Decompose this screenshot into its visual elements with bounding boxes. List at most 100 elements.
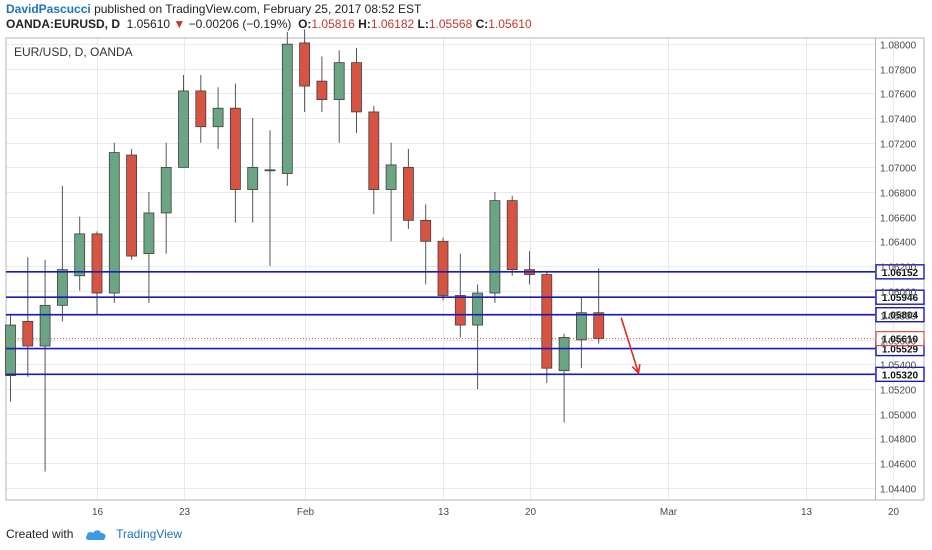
- candle: [454, 253, 466, 338]
- candle: [91, 231, 103, 316]
- candle-body: [489, 200, 501, 294]
- candle-body: [126, 154, 137, 257]
- candle: [264, 130, 276, 266]
- symbol-name: OANDA:EURUSD, D: [6, 17, 120, 31]
- y-tick-label: 1.04400: [880, 485, 917, 496]
- candle: [541, 270, 553, 383]
- x-tick-label: 16: [92, 507, 104, 518]
- candle-body: [247, 166, 259, 190]
- candle-body: [333, 62, 345, 100]
- chart-title: EUR/USD, D, OANDA: [14, 45, 133, 59]
- y-tick-label: 1.05600: [880, 337, 917, 348]
- candle: [489, 192, 501, 303]
- tradingview-cloud-icon: [85, 530, 106, 540]
- author-link[interactable]: DavidPascucci: [6, 2, 91, 16]
- close-label: C:: [475, 17, 489, 31]
- symbol-line: OANDA:EURUSD, D 1.05610 ▼ −0.00206 (−0.1…: [6, 17, 532, 32]
- level-label: 1.05529: [882, 345, 919, 356]
- candle: [368, 105, 380, 215]
- candle-body: [74, 233, 86, 277]
- y-tick-label: 1.06000: [880, 288, 917, 299]
- candle: [5, 315, 16, 402]
- candle: [593, 268, 605, 344]
- candle-body: [558, 336, 570, 372]
- candle: [506, 195, 518, 276]
- candle-body: [437, 240, 449, 296]
- high-label: H:: [358, 17, 371, 31]
- candle: [558, 333, 570, 423]
- candle-body: [22, 320, 34, 347]
- level-label-box: [875, 307, 925, 323]
- y-tick-label: 1.05200: [880, 386, 917, 397]
- chart-grid: [6, 38, 894, 500]
- candle: [299, 29, 311, 112]
- candle: [385, 142, 397, 242]
- candle: [195, 74, 207, 143]
- candle: [39, 259, 51, 472]
- price-axis: 1.04400 1.04600 1.04800 1.05000 1.05200 1.054…: [880, 41, 917, 496]
- candle: [437, 237, 449, 301]
- candle-body: [454, 295, 466, 326]
- y-tick-label: 1.06600: [880, 214, 917, 225]
- y-tick-label: 1.05000: [880, 411, 917, 422]
- level-label-box: [875, 264, 925, 280]
- x-tick-label: 20: [888, 507, 900, 518]
- candle: [229, 83, 241, 223]
- x-tick-label: 20: [525, 507, 537, 518]
- level-label: 1.05320: [882, 370, 919, 381]
- y-tick-label: 1.05400: [880, 361, 917, 372]
- candle: [316, 56, 328, 112]
- candle-body: [91, 233, 103, 294]
- x-tick-label: Feb: [297, 507, 315, 518]
- footer: Created with TradingView: [6, 527, 182, 541]
- plot-border: [5, 37, 925, 501]
- time-axis: 16 23 Feb 13 20 Mar 13 20: [92, 507, 900, 518]
- arrow-head: [631, 364, 641, 375]
- tradingview-brand-link[interactable]: TradingView: [116, 527, 183, 541]
- level-label: 1.05804: [882, 311, 919, 322]
- candle: [247, 118, 259, 223]
- level-label: 1.05946: [882, 293, 919, 304]
- x-tick-label: Mar: [660, 507, 678, 518]
- y-tick-label: 1.07400: [880, 115, 917, 126]
- last-price: 1.05610: [126, 17, 171, 31]
- candle-body: [506, 200, 518, 271]
- chart-header: DavidPascucci published on TradingView.c…: [6, 2, 532, 32]
- candle-body: [160, 166, 172, 214]
- candle: [281, 31, 293, 186]
- candle-body: [212, 107, 224, 128]
- candle: [108, 142, 120, 303]
- publish-info: published on TradingView.com, February 2…: [94, 2, 422, 16]
- y-tick-label: 1.06400: [880, 238, 917, 249]
- candle-body: [385, 164, 397, 190]
- candle-body: [143, 212, 155, 254]
- candle: [143, 192, 155, 303]
- candle-body: [5, 324, 16, 376]
- candle: [333, 50, 345, 143]
- y-tick-label: 1.06200: [880, 263, 917, 274]
- candle-body: [264, 169, 276, 172]
- low-label: L:: [417, 17, 429, 31]
- arrow-shaft: [620, 317, 640, 374]
- level-label: 1.06152: [882, 268, 919, 279]
- candle: [160, 142, 172, 254]
- x-tick-label: 13: [438, 507, 450, 518]
- candle-body: [576, 312, 587, 341]
- candles-layer: [5, 29, 605, 472]
- y-tick-label: 1.05800: [880, 312, 917, 323]
- last-price-label: 1.05610: [882, 335, 919, 346]
- candle: [22, 257, 34, 377]
- candle-body: [368, 111, 380, 190]
- last-price-box: [875, 331, 925, 347]
- candle-body: [420, 219, 432, 242]
- price-chart[interactable]: EUR/USD, D, OANDA 1.061521.059461.058041…: [0, 0, 932, 520]
- candle: [74, 216, 86, 291]
- open-label: O:: [298, 17, 312, 31]
- created-with-label: Created with: [6, 527, 74, 541]
- y-tick-label: 1.08000: [880, 41, 917, 52]
- y-tick-label: 1.07800: [880, 66, 917, 77]
- y-tick-label: 1.07200: [880, 140, 917, 151]
- candle-body: [299, 42, 311, 87]
- forecast-arrow: [620, 317, 641, 375]
- candle-body: [229, 107, 241, 190]
